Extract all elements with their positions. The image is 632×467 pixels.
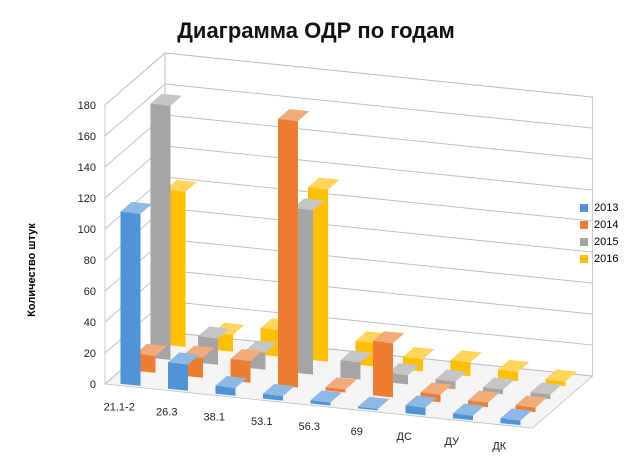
y-axis-ticks: 0 20 40 60 80 100 120 140 160 180	[78, 100, 96, 391]
gridline	[104, 114, 593, 168]
bar-2014-38.1	[230, 349, 262, 383]
y-tick-label: 20	[84, 348, 96, 360]
bar-2014-69	[373, 331, 405, 398]
x-tick-label: ДС	[397, 431, 412, 443]
bar-2014-21.1-2	[135, 343, 167, 373]
legend-item: 2015	[580, 233, 618, 250]
gridline	[104, 52, 593, 106]
bar-2013-ДС	[405, 395, 437, 416]
bar-2013-26.3	[168, 352, 200, 391]
y-tick-label: 120	[78, 193, 96, 205]
bar-2016-ДУ	[498, 360, 530, 382]
bar-2013-21.1-2	[120, 201, 152, 386]
chart-bars	[120, 93, 577, 426]
y-tick-label: 0	[90, 379, 96, 391]
x-tick-label: 26.3	[156, 406, 177, 418]
bar-2015-21.1-2	[150, 93, 182, 360]
y-tick-label: 80	[84, 255, 96, 267]
x-tick-label: 56.3	[299, 421, 320, 433]
legend-item: 2013	[580, 199, 618, 216]
bar-2013-53.1	[263, 384, 295, 401]
y-tick-label: 160	[78, 131, 96, 143]
x-tick-label: 53.1	[251, 416, 272, 428]
y-tick-label: 180	[78, 100, 96, 112]
bar-2013-ДУ	[453, 403, 485, 421]
chart-title: Диаграмма ОДР по годам	[177, 18, 455, 43]
x-tick-label: 21.1-2	[104, 401, 135, 413]
legend-item: 2016	[580, 250, 618, 267]
x-tick-label: ДУ	[444, 436, 460, 448]
gridline	[104, 83, 593, 137]
x-tick-label: ДК	[492, 441, 506, 453]
bar-2013-69	[358, 396, 390, 411]
legend-item: 2014	[580, 216, 618, 233]
legend-label: 2013	[594, 201, 619, 214]
y-tick-label: 40	[84, 317, 96, 329]
legend-swatch-icon	[580, 254, 588, 263]
legend-swatch-icon	[580, 220, 588, 229]
y-tick-label: 60	[84, 286, 96, 298]
y-tick-label: 140	[78, 162, 96, 174]
bar-2014-53.1	[278, 109, 310, 388]
x-tick-label: 69	[351, 426, 363, 438]
legend-label: 2015	[594, 235, 619, 248]
y-tick-label: 100	[78, 224, 96, 236]
bar-2013-ДК	[500, 408, 532, 426]
x-tick-label: 38.1	[204, 411, 225, 423]
bar-2014-56.3	[325, 377, 357, 393]
bar-2015-56.3	[340, 350, 372, 380]
legend-swatch-icon	[580, 203, 588, 212]
legend: 2013 2014 2015 2016	[580, 199, 618, 267]
legend-label: 2016	[594, 252, 619, 265]
legend-label: 2014	[594, 218, 619, 231]
bar-2013-56.3	[310, 390, 342, 406]
bar-2013-38.1	[215, 376, 247, 396]
x-axis-labels: 21.1-2 26.3 38.1 53.1 56.3 69 ДС ДУ ДК	[104, 401, 507, 452]
legend-swatch-icon	[580, 237, 588, 246]
